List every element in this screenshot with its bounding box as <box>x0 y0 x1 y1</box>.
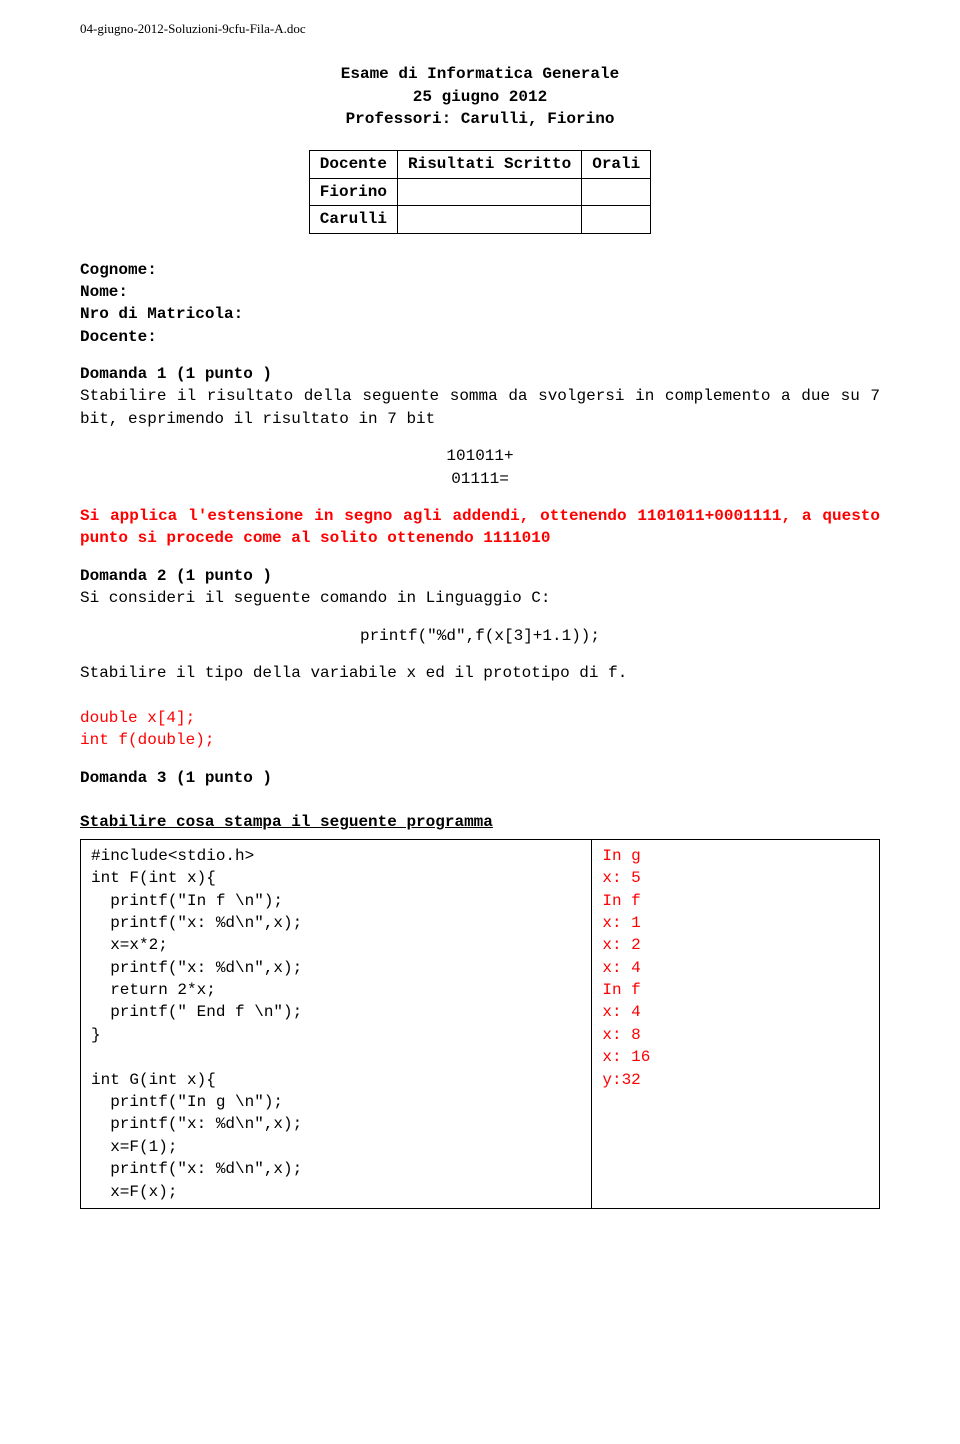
output-line: x: 2 <box>602 934 869 956</box>
code-line: int G(int x){ <box>91 1069 581 1091</box>
header-docente: Docente <box>309 151 397 178</box>
output-line: In g <box>602 845 869 867</box>
header-orali: Orali <box>582 151 651 178</box>
q1-sum-line1: 101011+ <box>80 445 880 467</box>
output-line: x: 4 <box>602 957 869 979</box>
q1-heading: Domanda 1 (1 punto ) <box>80 363 880 385</box>
cognome-label: Cognome: <box>80 259 880 281</box>
table-row: Fiorino <box>309 178 650 205</box>
question-2: Domanda 2 (1 punto ) Si consideri il seg… <box>80 565 880 752</box>
q2-text: Si consideri il seguente comando in Ling… <box>80 587 880 609</box>
q2-code: printf("%d",f(x[3]+1.1)); <box>80 625 880 647</box>
cell-empty <box>397 206 581 233</box>
code-line: x=F(1); <box>91 1136 581 1158</box>
q1-sum: 101011+ 01111= <box>80 445 880 490</box>
document-filename: 04-giugno-2012-Soluzioni-9cfu-Fila-A.doc <box>80 20 880 38</box>
output-line: x: 16 <box>602 1046 869 1068</box>
q3-text: Stabilire cosa stampa il seguente progra… <box>80 811 880 833</box>
code-line: x=x*2; <box>91 934 581 956</box>
q2-answer2: int f(double); <box>80 729 880 751</box>
header-risultati: Risultati Scritto <box>397 151 581 178</box>
code-line: printf("In g \n"); <box>91 1091 581 1113</box>
cell-carulli: Carulli <box>309 206 397 233</box>
q2-answer1: double x[4]; <box>80 707 880 729</box>
code-line: printf("In f \n"); <box>91 890 581 912</box>
output-cell: In g x: 5 In f x: 1 x: 2 x: 4 In f x: 4 … <box>592 839 880 1208</box>
output-line: y:32 <box>602 1069 869 1091</box>
question-3: Domanda 3 (1 punto ) Stabilire cosa stam… <box>80 767 880 1209</box>
nro-label: Nro di Matricola: <box>80 303 880 325</box>
output-line: x: 4 <box>602 1001 869 1023</box>
q1-answer: Si applica l'estensione in segno agli ad… <box>80 505 880 550</box>
code-line: printf("x: %d\n",x); <box>91 1158 581 1180</box>
code-line: #include<stdio.h> <box>91 845 581 867</box>
cell-empty <box>582 178 651 205</box>
output-line: x: 1 <box>602 912 869 934</box>
docente-label: Docente: <box>80 326 880 348</box>
q2-heading: Domanda 2 (1 punto ) <box>80 565 880 587</box>
code-line: printf(" End f \n"); <box>91 1001 581 1023</box>
code-line: int F(int x){ <box>91 867 581 889</box>
table-header-row: Docente Risultati Scritto Orali <box>309 151 650 178</box>
form-fields: Cognome: Nome: Nro di Matricola: Docente… <box>80 259 880 349</box>
q2-text2: Stabilire il tipo della variabile x ed i… <box>80 662 880 684</box>
code-line: return 2*x; <box>91 979 581 1001</box>
code-line: printf("x: %d\n",x); <box>91 957 581 979</box>
output-line: x: 8 <box>602 1024 869 1046</box>
cell-empty <box>397 178 581 205</box>
nome-label: Nome: <box>80 281 880 303</box>
cell-fiorino: Fiorino <box>309 178 397 205</box>
code-line <box>91 1046 581 1068</box>
code-cell: #include<stdio.h> int F(int x){ printf("… <box>81 839 592 1208</box>
code-line: } <box>91 1024 581 1046</box>
code-line: printf("x: %d\n",x); <box>91 912 581 934</box>
code-line: x=F(x); <box>91 1181 581 1203</box>
code-line: printf("x: %d\n",x); <box>91 1113 581 1135</box>
q1-text: Stabilire il risultato della seguente so… <box>80 385 880 430</box>
output-line: x: 5 <box>602 867 869 889</box>
output-line: In f <box>602 979 869 1001</box>
q1-sum-line2: 01111= <box>80 468 880 490</box>
title-line-2: 25 giugno 2012 <box>80 86 880 108</box>
table-row: Carulli <box>309 206 650 233</box>
docente-table: Docente Risultati Scritto Orali Fiorino … <box>309 150 651 233</box>
title-line-1: Esame di Informatica Generale <box>80 63 880 85</box>
question-1: Domanda 1 (1 punto ) Stabilire il risult… <box>80 363 880 550</box>
q1-answer-p1: Si applica l'estensione in segno agli ad… <box>80 507 627 525</box>
cell-empty <box>582 206 651 233</box>
title-line-3: Professori: Carulli, Fiorino <box>80 108 880 130</box>
output-line: In f <box>602 890 869 912</box>
code-output-table: #include<stdio.h> int F(int x){ printf("… <box>80 839 880 1209</box>
title-block: Esame di Informatica Generale 25 giugno … <box>80 63 880 130</box>
q3-heading: Domanda 3 (1 punto ) <box>80 767 880 789</box>
